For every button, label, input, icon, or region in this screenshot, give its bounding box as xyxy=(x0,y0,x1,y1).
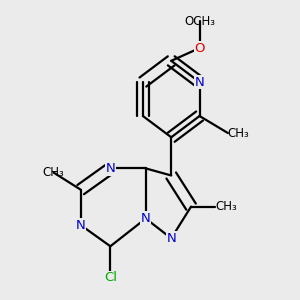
Text: N: N xyxy=(167,232,176,245)
Text: O: O xyxy=(194,42,205,55)
Text: N: N xyxy=(76,218,86,232)
Text: CH₃: CH₃ xyxy=(215,200,237,213)
Text: Cl: Cl xyxy=(104,272,117,284)
Text: N: N xyxy=(195,76,204,88)
Text: OCH₃: OCH₃ xyxy=(184,15,215,28)
Text: N: N xyxy=(106,162,115,175)
Text: CH₃: CH₃ xyxy=(228,127,250,140)
Text: N: N xyxy=(141,212,151,225)
Text: CH₃: CH₃ xyxy=(43,166,64,179)
